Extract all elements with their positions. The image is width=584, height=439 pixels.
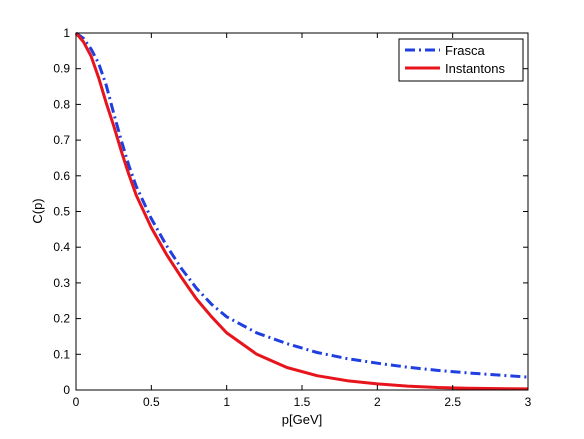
x-tick-label: 3 (525, 395, 532, 409)
legend-box (398, 38, 524, 82)
y-tick-label: 0.5 (53, 205, 70, 219)
plot-area (76, 33, 528, 390)
x-tick-label: 0 (73, 395, 80, 409)
y-tick-label: 0.6 (53, 169, 70, 183)
y-tick-label: 0.9 (53, 62, 70, 76)
y-axis-label: C(p) (30, 198, 45, 223)
x-tick-label: 1.5 (294, 395, 311, 409)
y-tick-label: 0.2 (53, 312, 70, 326)
legend: Frasca Instantons (398, 38, 524, 82)
x-axis-label: p[GeV] (282, 412, 322, 427)
x-tick-label: 2 (374, 395, 381, 409)
x-tick-label: 1 (223, 395, 230, 409)
ticks-layer: 0 0.5 1 1.5 2 2.5 3 0 0.1 0.2 0.3 0.4 0.5 0.6 0.7 0.8 0.… (53, 26, 531, 409)
y-tick-label: 0.4 (53, 240, 70, 254)
y-tick-label: 0.7 (53, 133, 70, 147)
y-tick-label: 0.3 (53, 276, 70, 290)
y-tick-label: 0 (63, 383, 70, 397)
y-tick-label: 0.8 (53, 97, 70, 111)
legend-label-instantons: Instantons (445, 61, 505, 76)
series-line-instantons (74, 32, 529, 391)
series-layer (74, 31, 529, 391)
x-tick-label: 2.5 (444, 395, 461, 409)
y-tick-label: 0.1 (53, 347, 70, 361)
x-tick-label: 0.5 (143, 395, 160, 409)
y-tick-label: 1 (63, 26, 70, 40)
series-line-frasca (75, 31, 529, 379)
legend-label-frasca: Frasca (445, 43, 486, 58)
